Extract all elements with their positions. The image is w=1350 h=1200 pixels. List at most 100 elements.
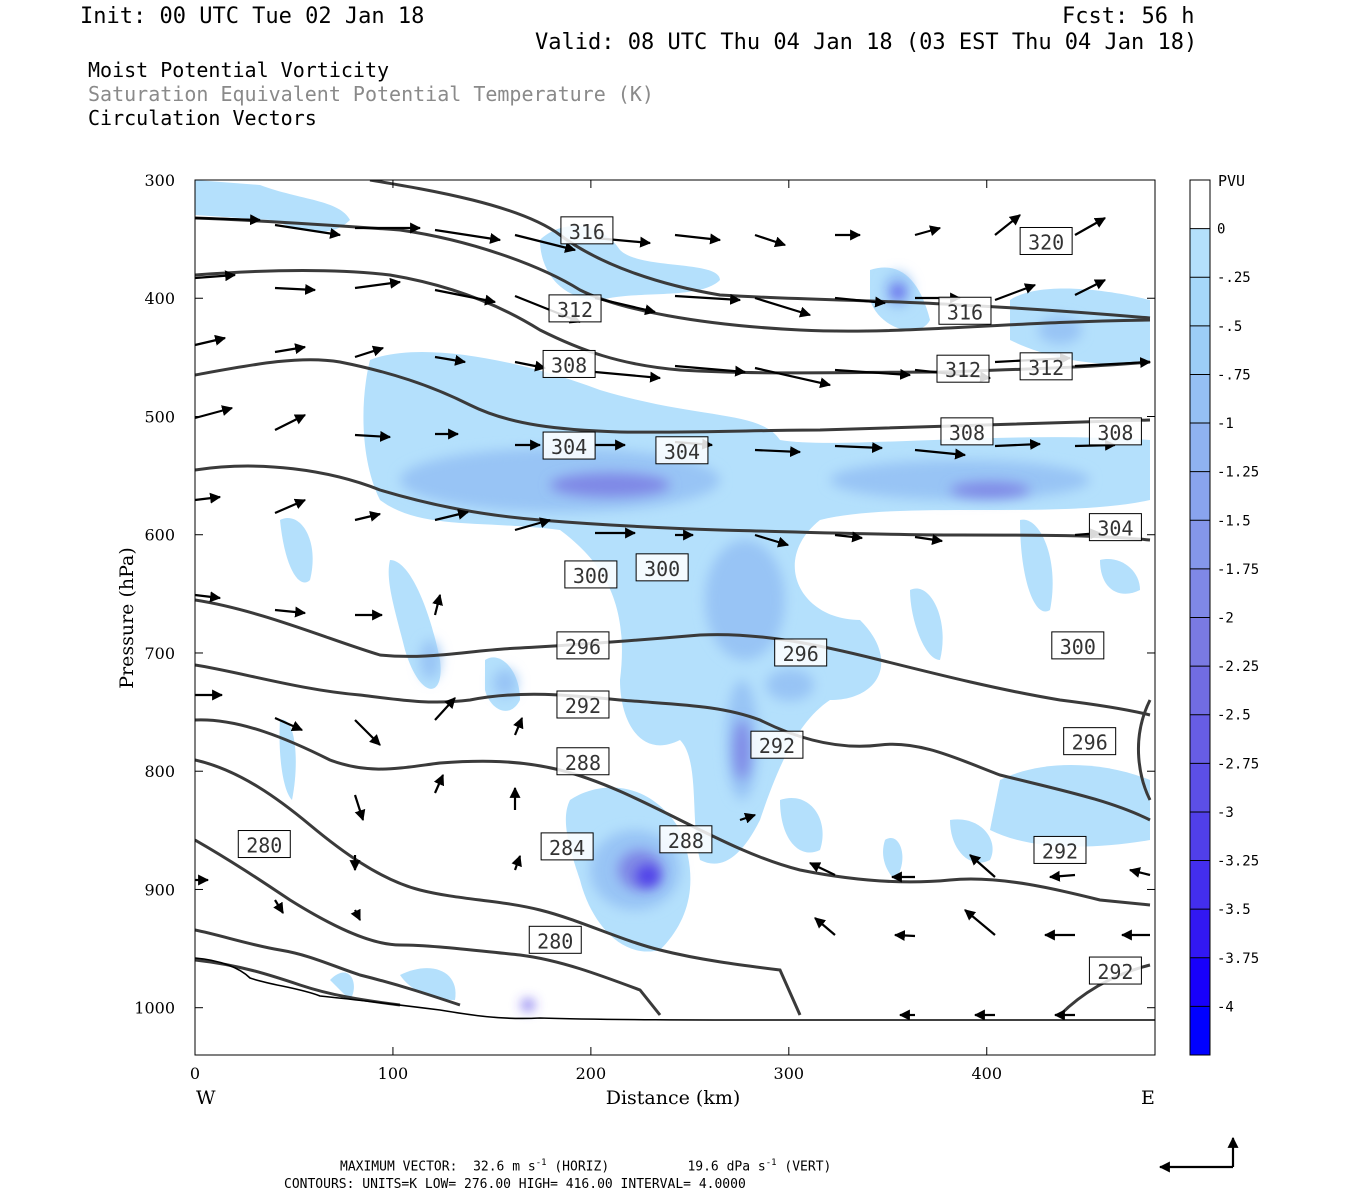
contour-label-box-9 [940, 417, 994, 446]
horiz-tag: (HORIZ) [554, 1159, 610, 1175]
max-vert-value: 19.6 dPa s [687, 1159, 766, 1175]
contour-label-box-23 [659, 825, 713, 854]
contour-label-8: 304 [664, 440, 700, 464]
contour-label-box-2 [548, 294, 602, 323]
contour-label-18: 292 [565, 694, 601, 718]
contour-label-box-6 [1019, 352, 1073, 381]
contour-label-1: 320 [1028, 230, 1064, 254]
x-tick-label-3: 300 [774, 1064, 805, 1083]
y-tick-label-0: 300 [144, 171, 175, 190]
contour-label-19: 292 [759, 734, 795, 758]
contour-labels: 316 320 312 316 308 312 312 304 304 308 308 304 300 3… [237, 216, 1142, 985]
colorbar-label-0: 0 [1217, 222, 1225, 238]
y-tick-label-2: 500 [144, 407, 175, 426]
contour-label-3: 316 [947, 300, 983, 324]
contour-label-4: 308 [551, 353, 587, 377]
colorbar-label-11: -2.75 [1217, 756, 1259, 772]
contour-label-21: 292 [1097, 960, 1133, 984]
x-tick-label-2: 200 [576, 1064, 607, 1083]
contour-label-box-3 [938, 296, 992, 325]
contour-label-15: 296 [565, 635, 601, 659]
contour-label-box-20 [1033, 835, 1087, 864]
colorbar-title: PVU [1218, 172, 1245, 190]
contour-label-2: 312 [557, 298, 593, 322]
contour-label-box-7 [542, 431, 596, 460]
contour-label-box-11 [1088, 513, 1142, 542]
colorbar-label-8: -2 [1217, 611, 1234, 627]
vert-tag: (VERT) [784, 1159, 832, 1175]
colorbar-label-12: -3 [1217, 805, 1234, 821]
legend-theta-es: Saturation Equivalent Potential Temperat… [88, 82, 654, 106]
contour-label-box-10 [1088, 417, 1142, 446]
contour-label-box-4 [542, 349, 596, 378]
colorbar-swatch-12 [1190, 763, 1210, 813]
x-axis: 0 100 200 300 400 [190, 180, 1002, 1083]
contour-label-25: 280 [246, 834, 282, 858]
contour-label-24: 284 [549, 836, 585, 860]
contour-label-7: 304 [551, 435, 587, 459]
init-time: Init: 00 UTC Tue 02 Jan 18 [80, 4, 425, 29]
contour-label-10: 308 [1097, 421, 1133, 445]
y-tick-label-6: 900 [144, 880, 175, 899]
contour-label-box-1 [1019, 226, 1073, 255]
colorbar-label-5: -1.25 [1217, 465, 1259, 481]
x-tick-label-0: 0 [190, 1064, 200, 1083]
colorbar-swatch-8 [1190, 568, 1210, 618]
contour-label-box-13 [635, 553, 689, 582]
terrain-line [194, 957, 1155, 1021]
reference-vector-icon [1158, 1136, 1239, 1173]
colorbar-swatch-11 [1190, 714, 1210, 764]
colorbar-label-15: -3.75 [1217, 951, 1259, 967]
colorbar-swatch-13 [1190, 811, 1210, 862]
circulation-vectors [194, 214, 1152, 1021]
colorbar-swatch-5 [1190, 423, 1210, 473]
colorbar-swatch-10 [1190, 666, 1210, 716]
contour-label-14: 300 [1060, 635, 1096, 659]
contour-label-box-12 [564, 560, 618, 589]
contour-info: CONTOURS: UNITS=K LOW= 276.00 HIGH= 416.… [284, 1177, 746, 1192]
contour-label-16: 296 [783, 642, 819, 666]
contour-label-20: 292 [1042, 839, 1078, 863]
contour-label-22: 288 [565, 751, 601, 775]
forecast-hour: Fcst: 56 h [1062, 4, 1195, 29]
colorbar-label-1: -.25 [1217, 270, 1251, 286]
colorbar-label-10: -2.5 [1217, 708, 1251, 724]
contour-label-9: 308 [949, 421, 985, 445]
contour-label-6: 312 [1028, 356, 1064, 380]
y-tick-label-7: 1000 [134, 999, 175, 1018]
x-axis-west: W [196, 1087, 216, 1109]
contour-label-box-18 [556, 690, 610, 719]
colorbar-label-2: -.5 [1217, 319, 1242, 335]
colorbar-swatch-16 [1190, 957, 1210, 1007]
colorbar-swatch-1 [1190, 228, 1210, 278]
colorbar-label-16: -4 [1217, 999, 1234, 1015]
legend-mpv: Moist Potential Vorticity [88, 58, 390, 82]
contour-label-26: 280 [537, 929, 573, 953]
colorbar-label-9: -2.25 [1217, 659, 1259, 675]
colorbar-label-13: -3.25 [1217, 854, 1259, 870]
horiz-exp: -1 [535, 1158, 547, 1168]
colorbar-label-14: -3.5 [1217, 902, 1251, 918]
colorbar-label-3: -.75 [1217, 367, 1251, 383]
vert-exp: -1 [765, 1158, 777, 1168]
colorbar-swatch-0 [1190, 180, 1210, 230]
colorbar-label-4: -1 [1217, 416, 1234, 432]
pv-colorbar: 0 -.25 -.5 -.75 -1 -1.25 -1.5 -1.75 -2 -2.25 -2.5 -… [1189, 179, 1259, 1056]
colorbar-swatch-2 [1190, 277, 1210, 327]
contour-label-box-14 [1051, 631, 1105, 660]
contour-label-11: 304 [1097, 517, 1133, 541]
max-vector-label: MAXIMUM VECTOR: [340, 1159, 458, 1175]
contour-label-box-22 [556, 747, 610, 776]
contour-label-box-21 [1088, 956, 1142, 985]
colorbar-swatch-4 [1190, 374, 1210, 424]
contour-label-0: 316 [569, 220, 605, 244]
contour-label-17: 296 [1072, 731, 1108, 755]
y-axis-label: Pressure (hPa) [116, 547, 138, 689]
y-tick-label-4: 700 [144, 644, 175, 663]
contour-label-box-8 [655, 436, 709, 465]
x-tick-label-4: 400 [971, 1064, 1002, 1083]
contour-label-box-5 [936, 354, 990, 383]
colorbar-swatch-9 [1190, 617, 1210, 667]
colorbar-swatch-7 [1190, 520, 1210, 570]
